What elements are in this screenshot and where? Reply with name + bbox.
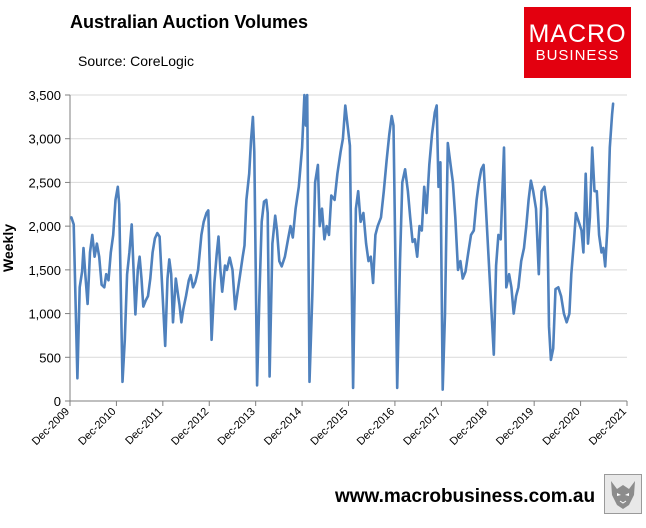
chart-area: 0 500 1,000 1,500 2,000 2,500 3,000 3,500 Dec-2… — [0, 88, 629, 448]
x-tick-label: Dec-2013 — [216, 406, 258, 448]
footer-website-url: www.macrobusiness.com.au — [335, 486, 596, 507]
x-tick-label: Dec-2018 — [448, 406, 490, 448]
wolf-emblem-icon — [604, 474, 642, 514]
logo-line-1: MACRO — [528, 19, 627, 48]
y-tick-label: 1,500 — [28, 263, 61, 278]
x-tick-label: Dec-2021 — [587, 406, 629, 448]
series-line — [70, 93, 615, 391]
y-tick-label: 500 — [39, 350, 61, 365]
source-label: Source: CoreLogic — [78, 53, 194, 69]
series-layer — [70, 93, 615, 391]
x-tick-label: Dec-2011 — [123, 406, 165, 448]
x-tick-label: Dec-2016 — [355, 406, 397, 448]
x-tick-labels: Dec-2009 Dec-2010 Dec-2011 Dec-2012 Dec-2013… — [30, 406, 629, 448]
y-tick-labels: 0 500 1,000 1,500 2,000 2,500 3,000 3,500 — [28, 88, 61, 409]
logo-line-2: BUSINESS — [535, 46, 620, 64]
x-tick-label: Dec-2019 — [494, 406, 536, 448]
y-tick-label: 0 — [54, 394, 61, 409]
y-tick-label: 1,000 — [28, 307, 61, 322]
x-tick-label: Dec-2020 — [540, 406, 582, 448]
axes — [65, 94, 628, 406]
x-tick-label: Dec-2010 — [76, 406, 118, 448]
y-tick-label: 2,500 — [28, 175, 61, 190]
y-tick-label: 3,000 — [28, 132, 61, 147]
x-tick-label: Dec-2015 — [308, 406, 350, 448]
macrobusiness-logo: MACRO BUSINESS — [524, 7, 631, 78]
chart-title: Australian Auction Volumes — [70, 12, 309, 32]
y-axis-label: Weekly — [0, 224, 16, 272]
y-tick-label: 2,000 — [28, 219, 61, 234]
x-tick-label: Dec-2012 — [169, 406, 211, 448]
y-tick-label: 3,500 — [28, 88, 61, 103]
x-tick-label: Dec-2009 — [30, 406, 72, 448]
x-tick-label: Dec-2017 — [401, 406, 443, 448]
x-tick-label: Dec-2014 — [262, 406, 304, 448]
